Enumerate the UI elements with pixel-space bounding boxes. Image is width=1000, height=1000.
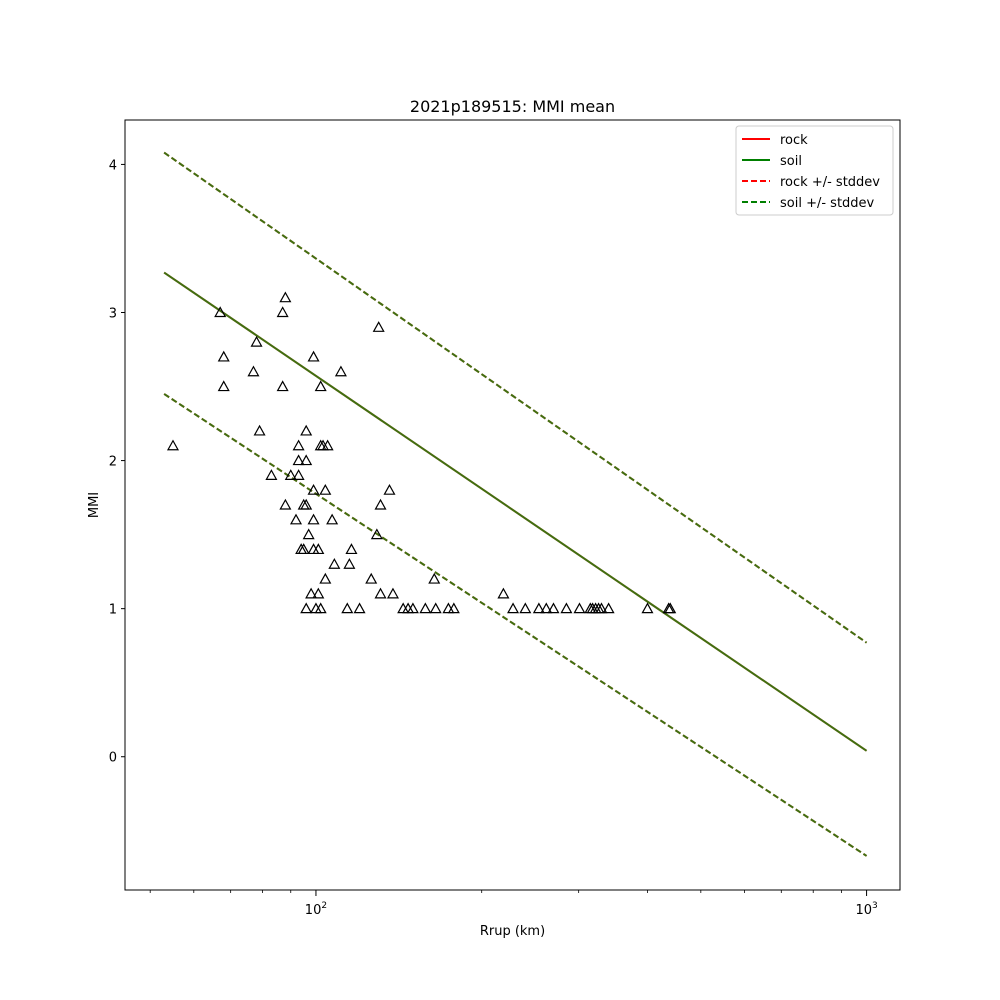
data-point	[265, 469, 278, 480]
data-point	[166, 439, 180, 451]
data-point	[279, 291, 292, 303]
plot-frame	[124, 119, 901, 891]
data-point	[314, 380, 327, 392]
data-point	[406, 602, 419, 614]
data-point	[307, 513, 320, 525]
data-point	[300, 424, 313, 436]
data-point	[353, 602, 366, 614]
chart-title: 2021p189515: MMI mean	[410, 97, 615, 116]
data-point	[341, 602, 354, 614]
data-point	[447, 602, 460, 614]
data-point	[279, 498, 292, 510]
data-point	[664, 602, 677, 614]
data-point	[312, 587, 325, 599]
data-point	[307, 350, 320, 362]
data-point	[419, 602, 432, 614]
data-point	[302, 528, 315, 540]
data-point	[345, 543, 358, 555]
data-point	[292, 454, 305, 466]
data-point	[560, 602, 573, 614]
data-point	[507, 602, 520, 614]
data-point	[602, 602, 615, 614]
data-point	[305, 587, 318, 599]
y-axis-label: MMI	[87, 492, 102, 518]
data-point	[540, 602, 553, 614]
data-point	[641, 602, 654, 614]
x-axis-label: Rrup (km)	[480, 924, 545, 939]
data-point	[374, 498, 387, 510]
data-point	[519, 602, 532, 614]
data-point	[497, 587, 510, 599]
data-point	[276, 380, 289, 392]
data-point	[289, 513, 303, 525]
legend-label-rock: rock	[780, 133, 808, 148]
data-point	[326, 513, 339, 525]
data-point	[370, 528, 383, 540]
data-point	[428, 572, 441, 584]
data-point	[292, 469, 305, 480]
y-tick-label: 2	[109, 455, 117, 470]
data-point	[292, 439, 305, 451]
data-point	[319, 572, 332, 584]
legend-label-rock-stddev: rock +/- stddev	[780, 175, 880, 190]
data-point	[312, 543, 325, 555]
data-point	[314, 602, 327, 614]
data-point	[217, 380, 230, 392]
data-point	[372, 321, 385, 332]
data-point	[276, 306, 289, 318]
data-point	[386, 587, 399, 599]
data-point	[334, 365, 347, 377]
data-point	[250, 335, 263, 347]
data-point	[247, 365, 260, 377]
data-point	[429, 602, 442, 614]
data-point	[573, 602, 586, 614]
data-point	[300, 602, 313, 614]
y-tick-label: 4	[109, 158, 117, 173]
data-point	[321, 439, 334, 451]
y-tick-label: 0	[109, 751, 117, 766]
data-point	[365, 572, 378, 584]
legend: rock soil rock +/- stddev soil +/- stddev	[735, 125, 894, 216]
data-point	[300, 498, 313, 510]
data-point	[284, 469, 297, 480]
data-point	[217, 350, 230, 362]
soil-stddev-upper-line	[163, 151, 868, 644]
data-point	[319, 483, 332, 495]
legend-label-soil: soil	[780, 154, 802, 169]
data-point	[307, 483, 320, 495]
soil-line	[163, 271, 868, 752]
y-tick-label: 1	[109, 603, 117, 618]
soil-stddev-lower-line	[163, 393, 868, 857]
y-tick-label: 3	[109, 307, 117, 322]
data-point	[297, 543, 310, 555]
data-point	[374, 587, 387, 599]
data-point	[214, 306, 227, 318]
data-point	[383, 483, 396, 495]
data-point	[328, 557, 341, 569]
data-point	[595, 602, 608, 614]
data-point	[300, 454, 313, 466]
observation-points	[166, 291, 677, 614]
model-lines	[163, 151, 868, 857]
legend-label-soil-stddev: soil +/- stddev	[780, 196, 875, 211]
legend-box	[735, 125, 894, 216]
data-point	[547, 602, 560, 614]
data-point	[532, 602, 545, 614]
data-point	[253, 424, 266, 436]
data-point	[343, 557, 356, 569]
